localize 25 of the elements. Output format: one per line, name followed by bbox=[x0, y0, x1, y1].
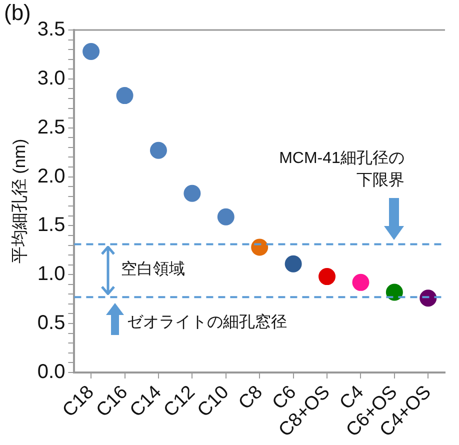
y-tick-label: 0.0 bbox=[37, 360, 66, 383]
y-tick-label: 3.5 bbox=[37, 18, 66, 41]
annotation: MCM-41細孔径の下限界 bbox=[278, 149, 404, 192]
point bbox=[116, 87, 134, 104]
point bbox=[318, 268, 336, 286]
y-tick-label: 3.0 bbox=[37, 67, 66, 90]
point bbox=[420, 290, 437, 307]
point bbox=[386, 284, 403, 301]
y-tick-label: 0.5 bbox=[37, 312, 66, 334]
y-tick-label: 2.0 bbox=[37, 165, 66, 188]
y-tick-label: 1.5 bbox=[37, 214, 66, 236]
annotation: ゼオライトの細孔窓径 bbox=[127, 312, 288, 334]
y-tick-label: 2.5 bbox=[37, 116, 66, 138]
point bbox=[150, 142, 167, 159]
x-tick-label: C8 bbox=[234, 382, 267, 414]
point bbox=[82, 43, 100, 60]
point bbox=[251, 238, 268, 256]
point bbox=[184, 184, 201, 202]
point bbox=[352, 274, 370, 291]
text: (b) bbox=[4, 0, 31, 25]
y-axis-title: 平均細孔径 (nm) bbox=[10, 138, 29, 264]
point bbox=[284, 255, 302, 272]
point bbox=[217, 208, 234, 226]
annotation: 空白領域 bbox=[121, 260, 186, 280]
y-tick-label: 1.0 bbox=[37, 263, 66, 286]
